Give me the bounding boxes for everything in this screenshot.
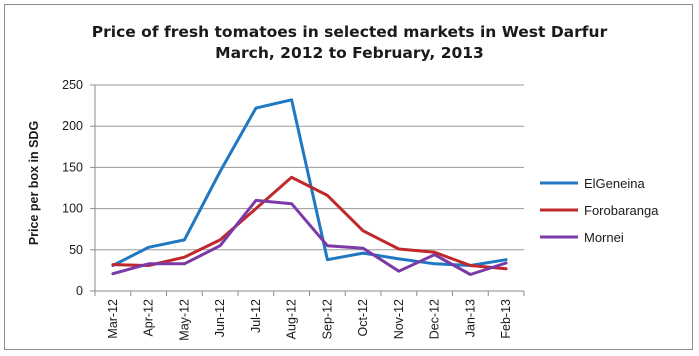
x-tick-label: Aug-12 <box>285 299 299 339</box>
x-tick-label: Oct-12 <box>356 299 370 337</box>
chart-subtitle: March, 2012 to February, 2013 <box>215 44 484 62</box>
x-tick-label: Jan-13 <box>463 299 477 337</box>
legend: ElGeneina Forobaranga Mornei <box>540 176 659 245</box>
x-tick-label: Mar-12 <box>106 299 120 339</box>
x-tick-label: Jun-12 <box>213 299 227 337</box>
x-tick-label: Nov-12 <box>392 299 406 339</box>
x-tick-label: Feb-13 <box>499 299 513 339</box>
legend-label: Mornei <box>584 230 624 245</box>
x-tick-label: May-12 <box>177 299 191 341</box>
legend-label: Forobaranga <box>584 203 659 218</box>
chart-title: Price of fresh tomatoes in selected mark… <box>91 23 608 41</box>
y-tick-label: 150 <box>62 160 83 174</box>
x-tick-label: Sep-12 <box>320 299 334 339</box>
y-tick-label: 100 <box>62 202 83 216</box>
x-tick-label: Apr-12 <box>142 299 156 337</box>
x-tick-label: Jul-12 <box>249 299 263 333</box>
series-lines <box>111 98 508 276</box>
series-line-elgeneina <box>111 98 508 267</box>
y-tick-label: 0 <box>76 284 83 298</box>
y-tick-label: 250 <box>62 78 83 92</box>
x-tick-labels: Mar-12 Apr-12 May-12 Jun-12 Jul-12 Aug-12 Sep-… <box>106 299 513 341</box>
series-line-mornei <box>111 198 508 276</box>
axes <box>90 84 525 296</box>
y-tick-label: 200 <box>62 119 83 133</box>
y-tick-labels: 0 50 100 150 200 250 <box>62 78 83 298</box>
y-axis-label: Price per box in SDG <box>27 121 41 245</box>
chart-frame <box>4 4 693 350</box>
legend-label: ElGeneina <box>584 176 645 191</box>
y-tick-label: 50 <box>69 243 83 257</box>
gridlines <box>95 84 524 251</box>
series-line-forobaranga <box>111 175 508 271</box>
x-tick-label: Dec-12 <box>428 299 442 339</box>
